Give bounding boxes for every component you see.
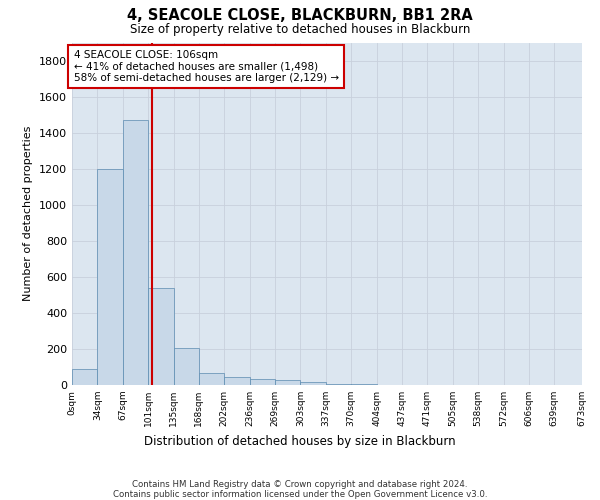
Bar <box>301 382 326 385</box>
Bar <box>97 168 123 385</box>
Bar <box>250 378 275 385</box>
Text: 4, SEACOLE CLOSE, BLACKBURN, BB1 2RA: 4, SEACOLE CLOSE, BLACKBURN, BB1 2RA <box>127 8 473 22</box>
Bar <box>148 288 173 385</box>
Bar <box>326 384 351 385</box>
Bar <box>275 380 301 385</box>
Bar <box>351 384 377 385</box>
Text: Distribution of detached houses by size in Blackburn: Distribution of detached houses by size … <box>144 435 456 448</box>
Text: 4 SEACOLE CLOSE: 106sqm
← 41% of detached houses are smaller (1,498)
58% of semi: 4 SEACOLE CLOSE: 106sqm ← 41% of detache… <box>74 50 338 83</box>
Bar <box>123 120 148 385</box>
Bar <box>199 374 224 385</box>
Bar <box>224 376 250 385</box>
Y-axis label: Number of detached properties: Number of detached properties <box>23 126 34 302</box>
Bar <box>72 369 97 385</box>
Text: Contains public sector information licensed under the Open Government Licence v3: Contains public sector information licen… <box>113 490 487 499</box>
Text: Size of property relative to detached houses in Blackburn: Size of property relative to detached ho… <box>130 22 470 36</box>
Bar <box>173 348 199 385</box>
Text: Contains HM Land Registry data © Crown copyright and database right 2024.: Contains HM Land Registry data © Crown c… <box>132 480 468 489</box>
